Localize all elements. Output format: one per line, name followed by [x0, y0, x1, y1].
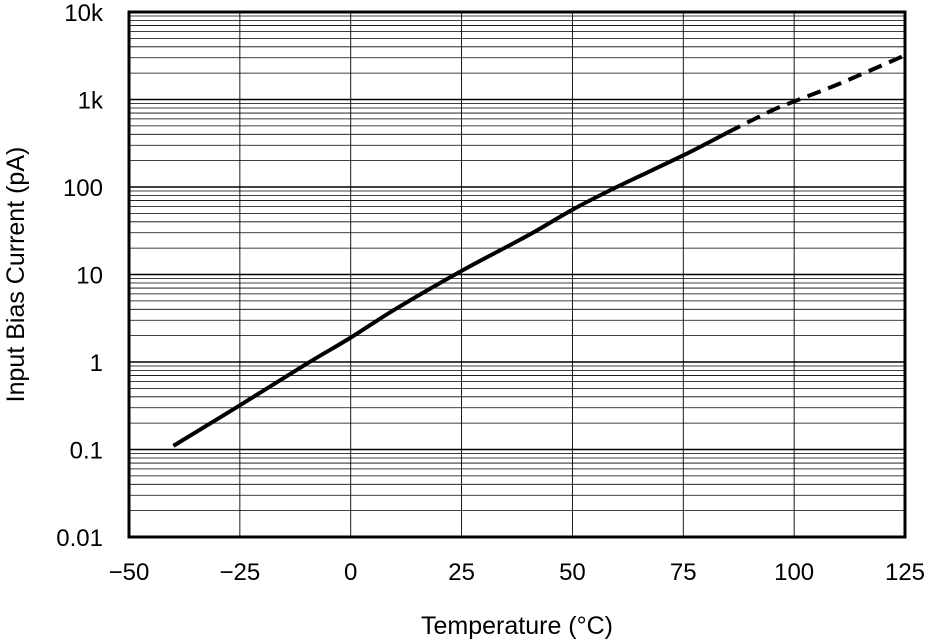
y-tick-label: 100: [63, 175, 103, 202]
x-tick-label: 50: [559, 559, 586, 586]
series-line-measured: [172, 130, 729, 448]
y-tick-label: 0.01: [56, 525, 103, 552]
x-tick-label: 100: [774, 559, 814, 586]
x-tick-labels: −50 −25 0 25 50 75 100 125: [109, 559, 925, 586]
y-tick-label: 0.1: [70, 438, 103, 465]
x-tick-label: 25: [448, 559, 475, 586]
series-layer: [172, 53, 906, 448]
y-tick-label: 10: [76, 263, 103, 290]
x-tick-label: −25: [219, 559, 260, 586]
y-tick-labels: 0.01 0.1 1 10 100 1k 10k: [56, 0, 104, 552]
y-tick-label: 10k: [64, 0, 104, 27]
x-tick-label: 75: [670, 559, 697, 586]
series-line-extrapolated: [726, 53, 906, 135]
plot-frame: [127, 10, 907, 539]
x-tick-label: 125: [885, 559, 925, 586]
y-tick-label: 1k: [78, 88, 104, 115]
x-axis-title: Temperature (°C): [421, 612, 613, 639]
x-tick-label: −50: [109, 559, 150, 586]
y-tick-label: 1: [90, 350, 103, 377]
grid-minor: [129, 15, 905, 512]
y-axis-title: Input Bias Current (pA): [2, 147, 30, 403]
x-tick-label: 0: [344, 559, 357, 586]
